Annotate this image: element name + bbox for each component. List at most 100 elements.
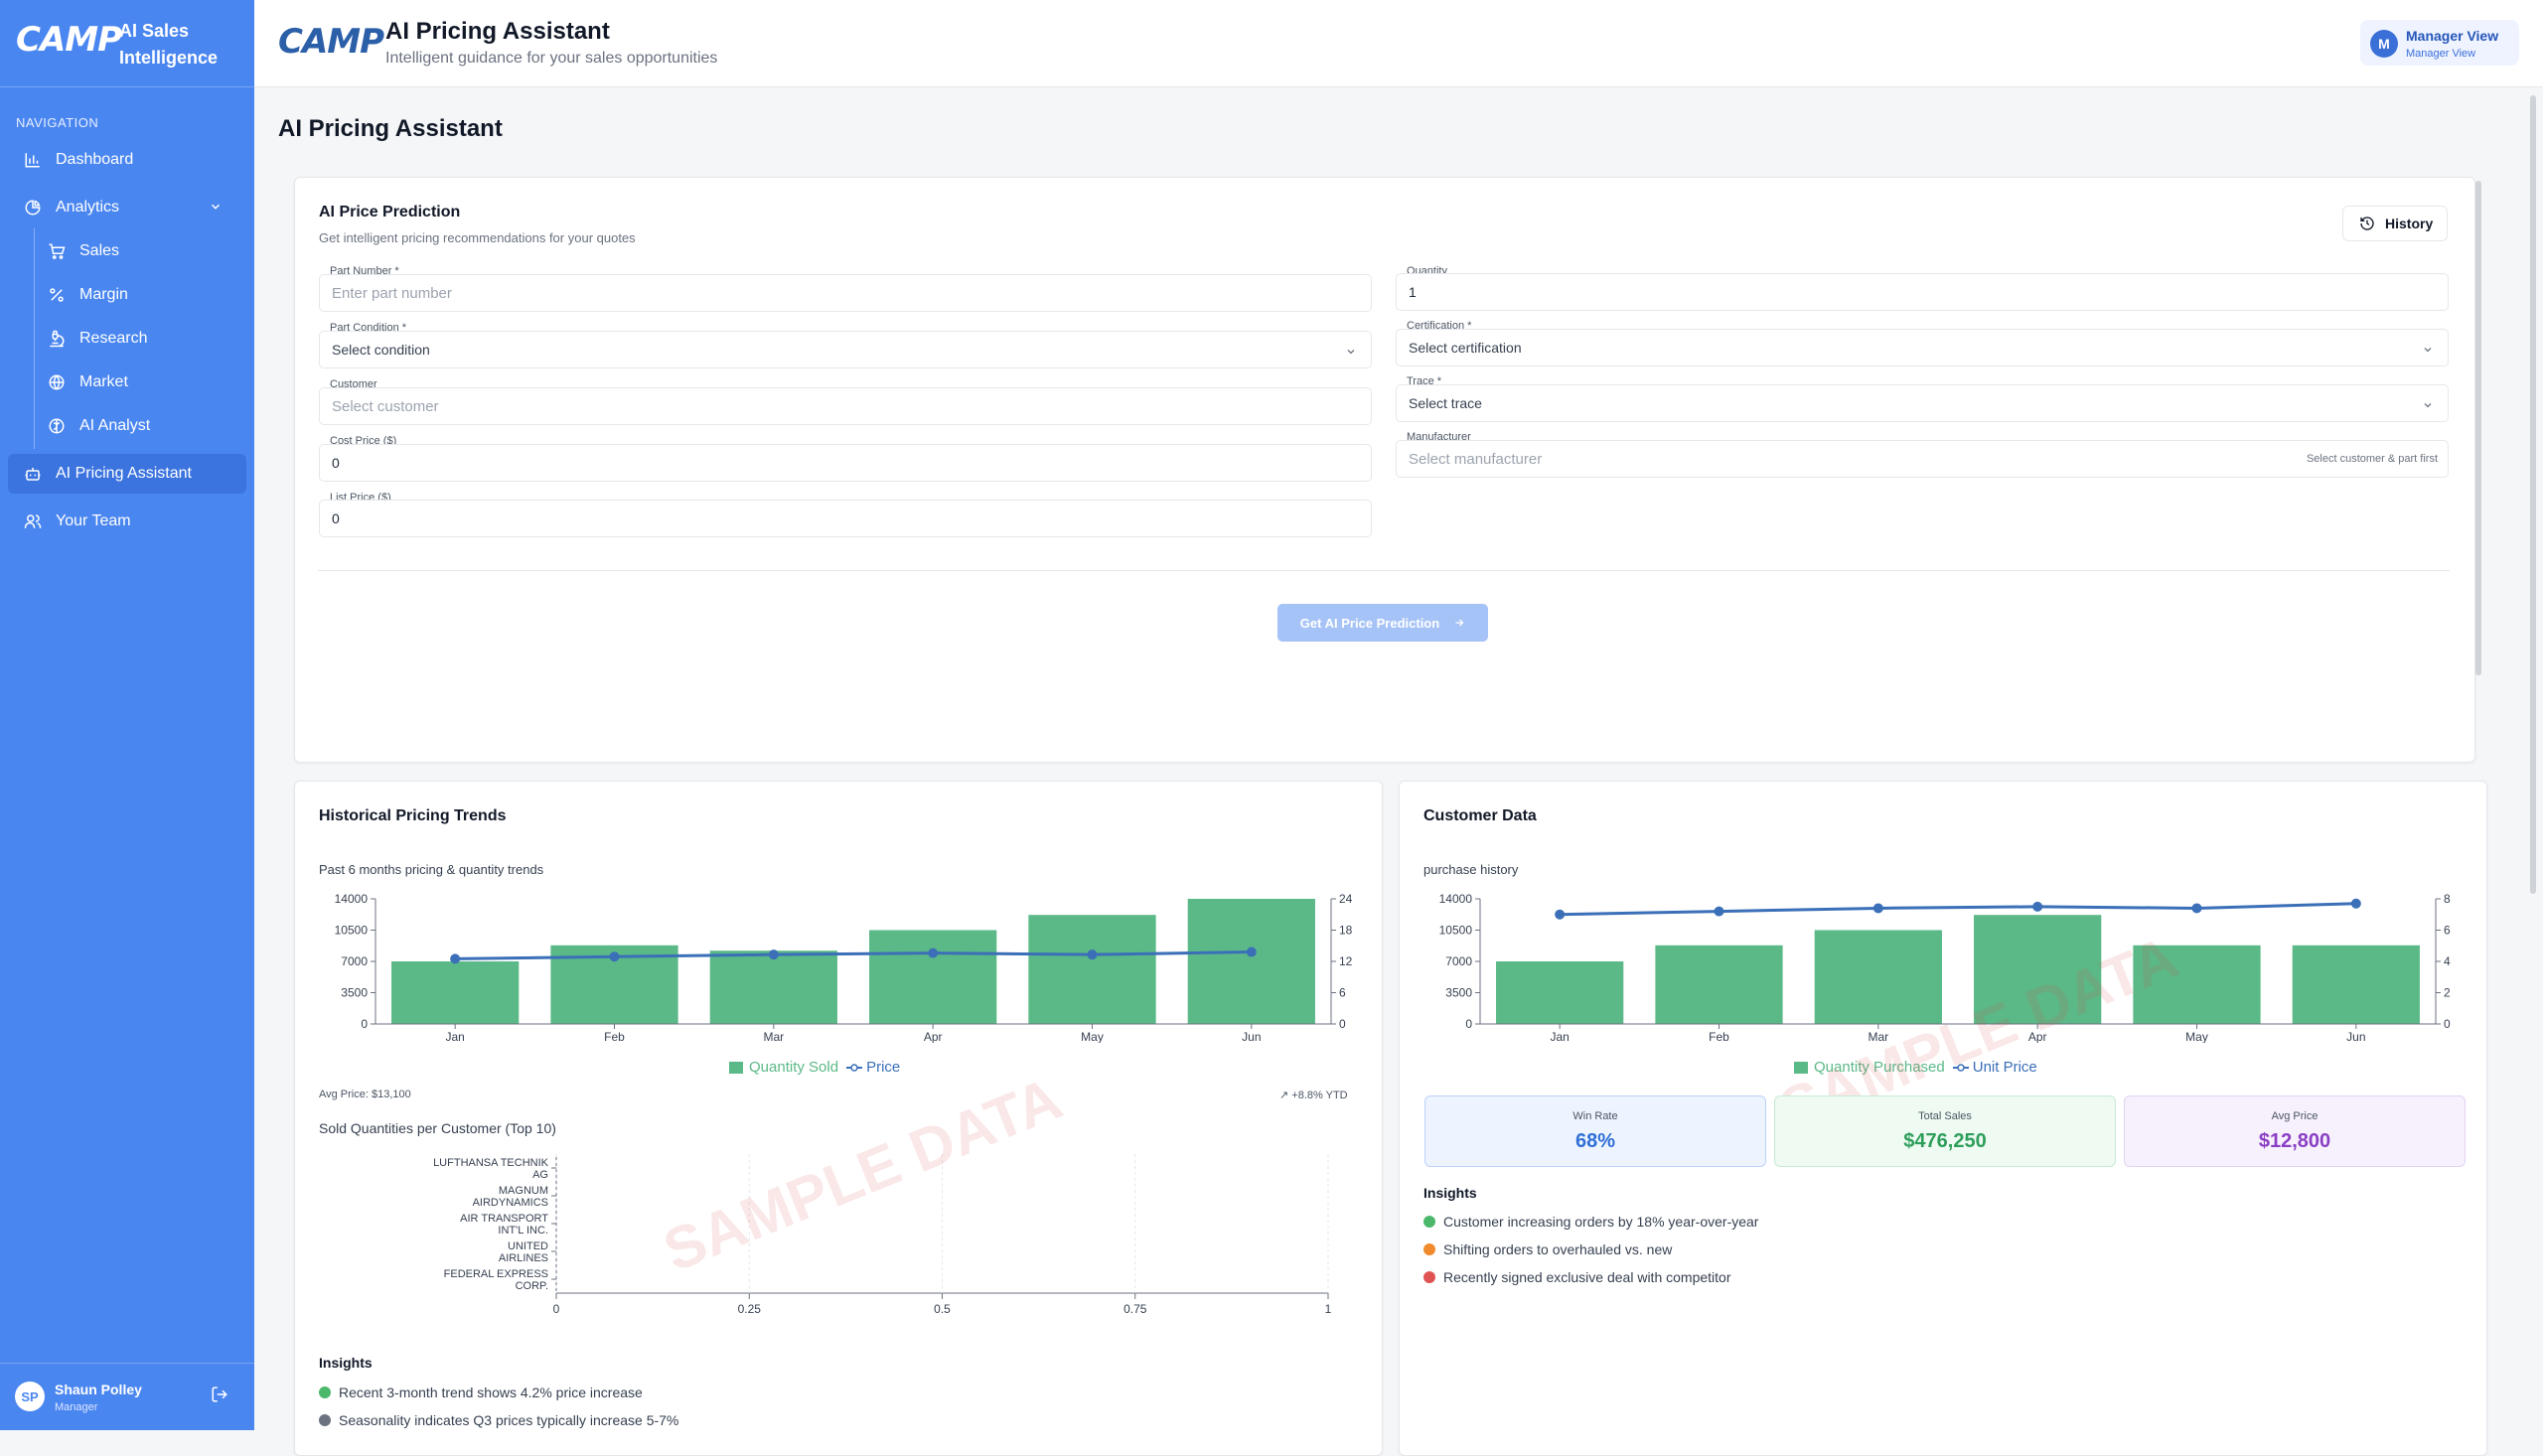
chevron-down-icon xyxy=(2422,344,2434,356)
trace-select[interactable]: Select trace xyxy=(1396,384,2449,422)
purchase-history-chart: 035007000105001400002468JanFebMarAprMayJ… xyxy=(1403,884,2485,1043)
nav-section-label: NAVIGATION xyxy=(16,115,98,130)
bot-icon xyxy=(24,465,42,483)
y-tick-label: UNITEDAIRLINES xyxy=(499,1240,548,1264)
customer-legend: Quantity Purchased Unit Price xyxy=(1794,1059,2037,1076)
legend-bar-swatch xyxy=(729,1062,743,1074)
sidebar-item-label: AI Analyst xyxy=(79,417,150,435)
customer-chart-label: purchase history xyxy=(1423,862,1518,877)
y-tick-label: 14000 xyxy=(1439,892,1473,906)
chevron-down-icon[interactable] xyxy=(209,200,223,214)
sidebar-item-research[interactable]: Research xyxy=(32,319,246,359)
price-point xyxy=(610,951,620,961)
metric-value: $476,250 xyxy=(1775,1130,2115,1153)
get-prediction-button[interactable]: Get AI Price Prediction xyxy=(1277,604,1488,642)
price-line xyxy=(1560,904,2356,915)
chart-bar xyxy=(869,931,996,1025)
insight-dot xyxy=(319,1386,331,1398)
sidebar-item-label: Your Team xyxy=(56,512,131,530)
y2-tick-label: 8 xyxy=(2444,892,2451,906)
avatar[interactable]: SP xyxy=(15,1382,45,1411)
x-tick-label: Feb xyxy=(1709,1030,1729,1043)
certification-select[interactable]: Select certification xyxy=(1396,329,2449,366)
insight-item: Recent 3-month trend shows 4.2% price in… xyxy=(319,1384,643,1400)
form-divider xyxy=(318,570,2450,571)
insight-dot xyxy=(1423,1271,1435,1283)
sidebar-item-label: Analytics xyxy=(56,199,119,217)
sidebar-item-sales[interactable]: Sales xyxy=(32,231,246,271)
customer-chart-title: Sold Quantities per Customer (Top 10) xyxy=(319,1120,556,1136)
chart-bar xyxy=(391,961,519,1024)
x-tick-label: 0 xyxy=(553,1302,560,1316)
y-tick-label: 7000 xyxy=(1445,954,1472,968)
x-tick-label: Mar xyxy=(1868,1030,1888,1043)
chart-bar xyxy=(2133,946,2260,1024)
page-scrollbar[interactable] xyxy=(2530,95,2536,894)
cart-icon xyxy=(48,242,66,260)
historical-chart-label: Past 6 months pricing & quantity trends xyxy=(319,862,543,877)
quantity-input[interactable]: 1 xyxy=(1396,273,2449,311)
part-number-input[interactable]: Enter part number xyxy=(319,274,1372,312)
sidebar-item-analytics[interactable]: Analytics xyxy=(8,188,246,227)
view-avatar: M xyxy=(2370,30,2398,58)
x-tick-label: Jun xyxy=(2346,1030,2365,1043)
header-title: AI Pricing Assistant xyxy=(385,18,610,46)
customer-input[interactable]: Select customer xyxy=(319,387,1372,425)
manufacturer-placeholder: Select manufacturer xyxy=(1409,451,1542,468)
x-tick-label: Jan xyxy=(1550,1030,1569,1043)
x-tick-label: Apr xyxy=(2028,1030,2047,1043)
manufacturer-input[interactable]: Select manufacturer Select customer & pa… xyxy=(1396,440,2449,478)
view-title: Manager View xyxy=(2406,28,2498,44)
insight-text: Shifting orders to overhauled vs. new xyxy=(1443,1241,1672,1257)
header-subtitle: Intelligent guidance for your sales oppo… xyxy=(385,50,717,68)
pie-chart-icon xyxy=(24,199,42,217)
history-icon xyxy=(2359,216,2375,231)
get-prediction-label: Get AI Price Prediction xyxy=(1300,616,1439,631)
historical-card xyxy=(294,781,1383,1456)
certification-value: Select certification xyxy=(1409,340,1522,356)
header-logo: CAMP xyxy=(278,22,383,62)
y2-tick-label: 2 xyxy=(2444,986,2451,1000)
logout-icon[interactable] xyxy=(211,1385,228,1403)
chart-bar xyxy=(1815,931,1942,1025)
metric-total-sales: Total Sales $476,250 xyxy=(1774,1095,2116,1167)
sidebar-item-ai-analyst[interactable]: AI Analyst xyxy=(32,406,246,446)
metric-label: Avg Price xyxy=(2125,1110,2465,1122)
sidebar-item-ai-pricing-assistant[interactable]: AI Pricing Assistant xyxy=(8,454,246,494)
legend-line-swatch xyxy=(1953,1063,1969,1073)
sidebar-item-margin[interactable]: Margin xyxy=(32,275,246,315)
x-tick-label: Jan xyxy=(445,1030,464,1043)
insight-item: Recently signed exclusive deal with comp… xyxy=(1423,1269,1730,1285)
history-label: History xyxy=(2385,216,2433,231)
price-point xyxy=(928,948,938,958)
list-price-input[interactable]: 0 xyxy=(319,500,1372,537)
history-button[interactable]: History xyxy=(2342,206,2448,241)
chart-bar xyxy=(2293,946,2420,1024)
page-title: AI Pricing Assistant xyxy=(278,115,503,143)
legend-bar-label: Quantity Purchased xyxy=(1814,1059,1945,1076)
card-scrollbar[interactable] xyxy=(2475,181,2481,675)
y-tick-label: 14000 xyxy=(335,892,369,906)
ytd-change: ↗ +8.8% YTD xyxy=(1279,1089,1348,1101)
chart-bar xyxy=(1655,946,1782,1024)
historical-insights-title: Insights xyxy=(319,1355,373,1371)
metric-avg-price: Avg Price $12,800 xyxy=(2124,1095,2466,1167)
bar-chart-icon xyxy=(24,151,42,169)
chart-bar xyxy=(1974,915,2101,1024)
price-point xyxy=(1088,949,1098,959)
chevron-down-icon xyxy=(1345,346,1357,358)
part-condition-select[interactable]: Select condition xyxy=(319,331,1372,368)
customer-insights-title: Insights xyxy=(1423,1185,1477,1201)
sidebar-item-your-team[interactable]: Your Team xyxy=(8,502,246,541)
view-switcher[interactable]: M Manager View Manager View xyxy=(2360,20,2519,66)
price-point xyxy=(1247,947,1257,957)
y-tick-label: MAGNUMAIRDYNAMICS xyxy=(473,1185,548,1209)
historical-title: Historical Pricing Trends xyxy=(319,807,507,825)
sidebar-item-market[interactable]: Market xyxy=(32,363,246,402)
part-condition-value: Select condition xyxy=(332,342,430,358)
cost-price-input[interactable]: 0 xyxy=(319,444,1372,482)
insight-dot xyxy=(1423,1216,1435,1228)
flask-icon xyxy=(48,330,66,348)
sidebar-item-dashboard[interactable]: Dashboard xyxy=(8,140,246,180)
x-tick-label: May xyxy=(2185,1030,2208,1043)
